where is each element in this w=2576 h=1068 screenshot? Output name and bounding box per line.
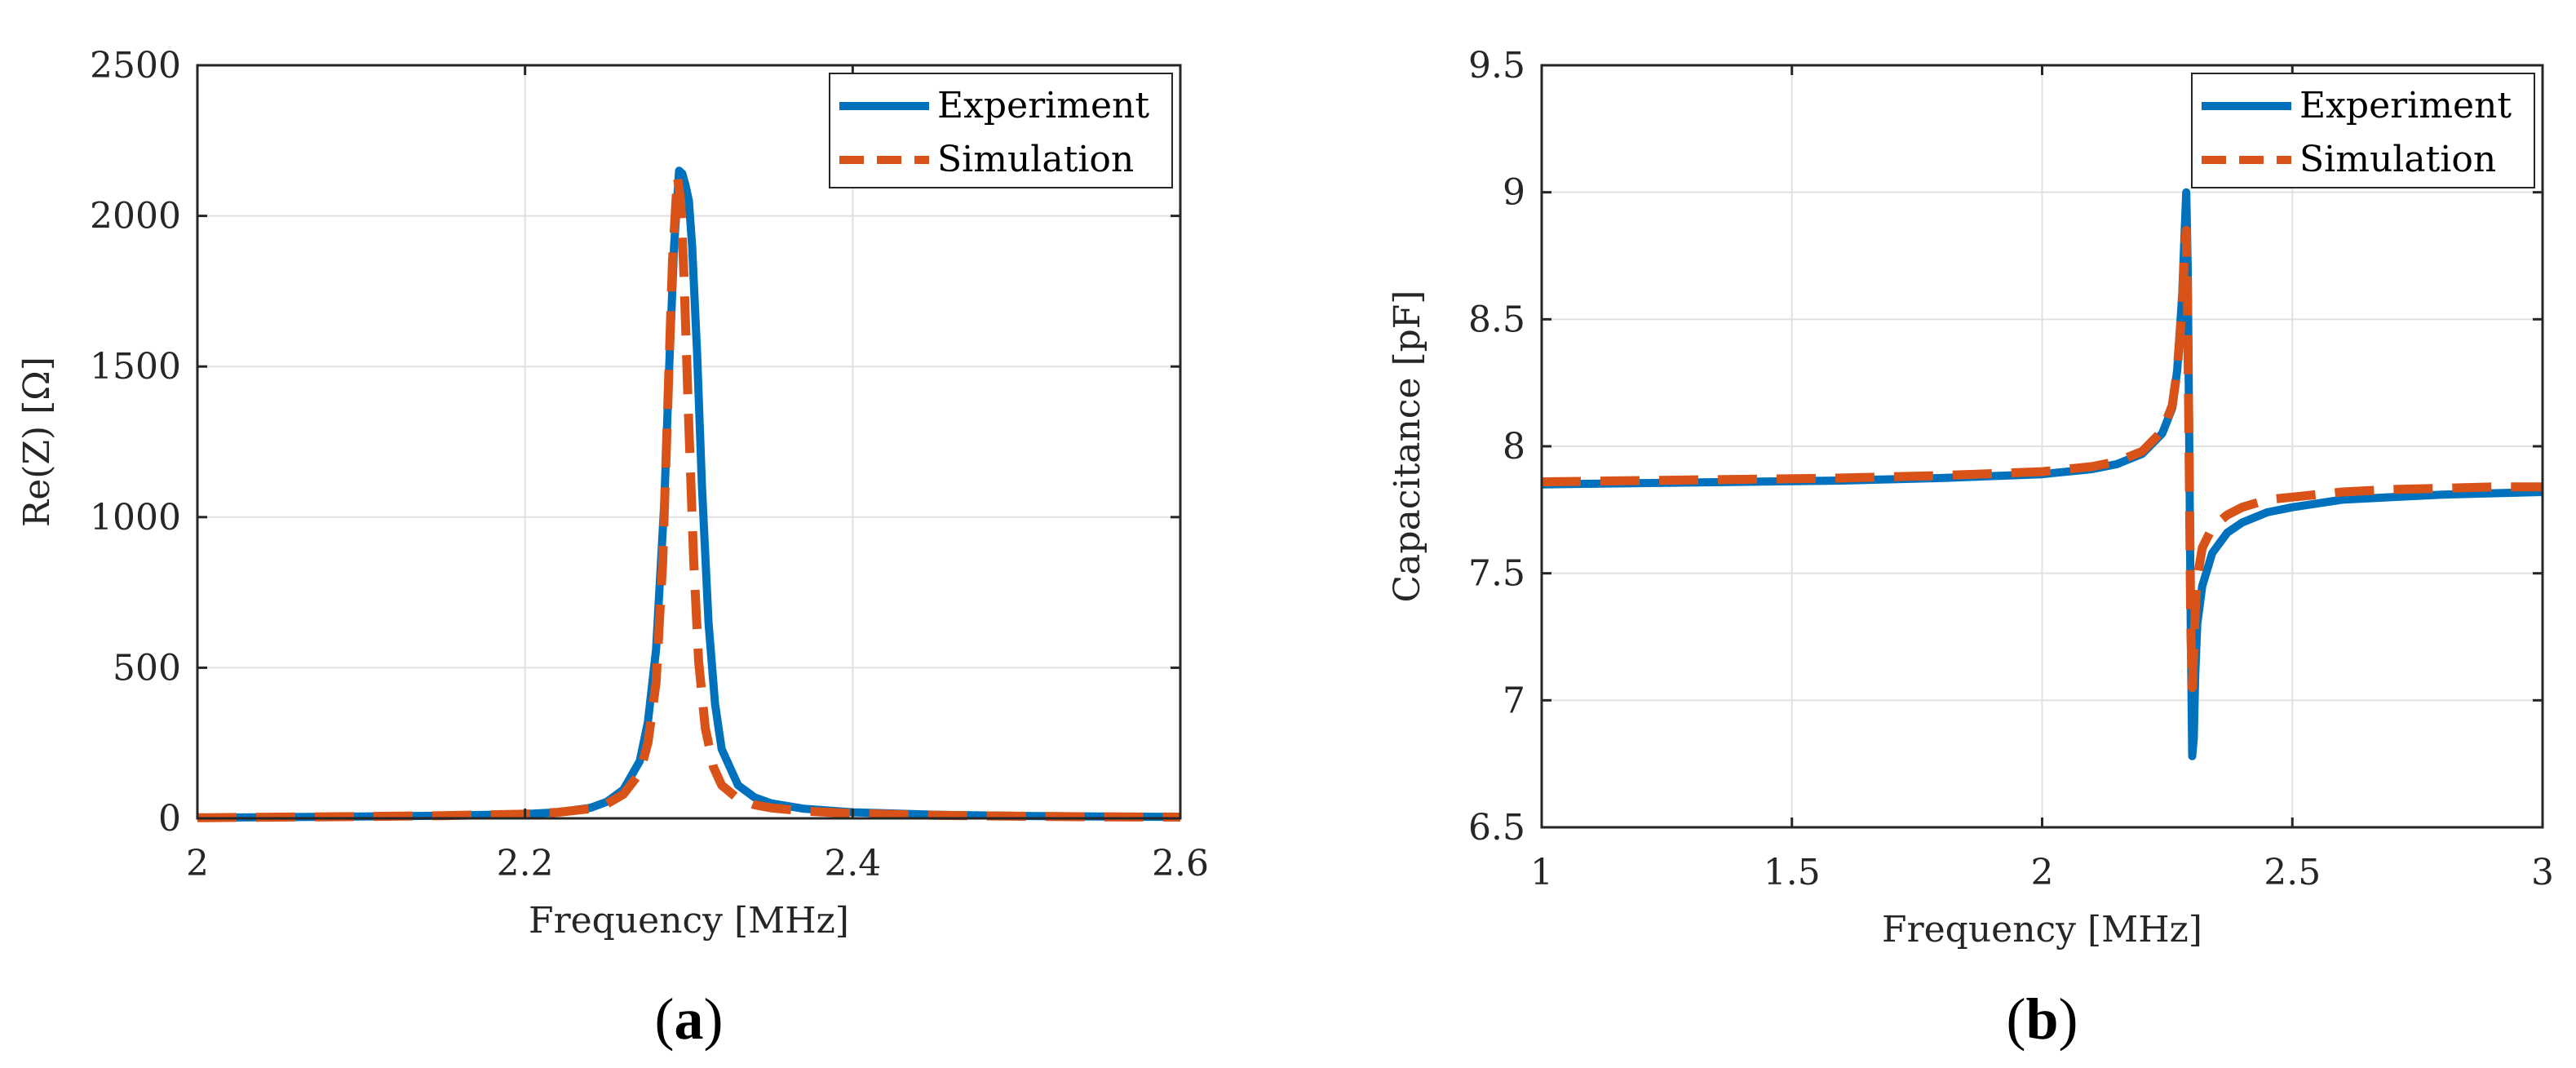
chart-b-x-ticks: 1 1.5 2 2.5 3 [1530, 65, 2554, 893]
chart-b-y-tick-label: 7 [1503, 680, 1525, 721]
chart-a-x-tick-label: 2.2 [497, 843, 554, 884]
chart-b-y-tick-label: 9.5 [1468, 45, 1525, 86]
chart-a-x-tick-label: 2.6 [1152, 843, 1209, 884]
chart-a-y-tick-label: 2000 [90, 196, 181, 237]
chart-a-x-ticks: 2 2.2 2.4 2.6 [186, 65, 1209, 884]
chart-a-x-axis-label: Frequency [MHz] [529, 900, 849, 942]
chart-b-x-tick-label: 2.5 [2264, 852, 2321, 893]
chart-b-x-tick-label: 3 [2531, 852, 2554, 893]
chart-b-legend-box [2191, 73, 2535, 188]
chart-b-y-tick-label: 6.5 [1468, 807, 1525, 849]
chart-a-y-tick-label: 1000 [90, 497, 181, 538]
chart-a: 2 2.2 2.4 2.6 0 500 1000 1500 2000 2500 Frequenc… [16, 45, 1209, 1052]
chart-b-x-tick-label: 1 [1530, 852, 1553, 893]
chart-a-y-tick-label: 2500 [90, 45, 181, 86]
chart-b-y-axis-label: Capacitance [pF] [1387, 290, 1428, 603]
chart-a-y-ticks: 0 500 1000 1500 2000 2500 [90, 45, 1180, 840]
chart-b-x-axis-label: Frequency [MHz] [1882, 909, 2202, 951]
chart-a-series [197, 166, 1181, 822]
chart-a-panel-label: (a) [655, 986, 724, 1052]
chart-a-y-tick-label: 1500 [90, 346, 181, 388]
chart-b-legend: Experiment Simulation [2191, 73, 2535, 188]
chart-a-series-simulation-line [197, 172, 1181, 822]
chart-b-x-tick-label: 2 [2031, 852, 2054, 893]
chart-a-x-tick-label: 2.4 [824, 843, 881, 884]
chart-b-legend-label-simulation: Simulation [2299, 139, 2496, 180]
chart-b-legend-label-experiment: Experiment [2299, 85, 2512, 126]
chart-a-y-tick-label: 500 [113, 647, 181, 689]
chart-b-y-ticks: 6.5 7 7.5 8 8.5 9 9.5 [1468, 45, 2543, 849]
chart-b-x-tick-label: 1.5 [1764, 852, 1821, 893]
chart-a-legend-box [829, 73, 1173, 188]
chart-b: 1 1.5 2 2.5 3 6.5 7 7.5 8 8.5 9 9.5 Frequency [MHz… [1387, 45, 2554, 1052]
chart-a-legend-label-simulation: Simulation [937, 139, 1134, 180]
chart-b-series [1541, 188, 2543, 760]
chart-b-y-tick-label: 8.5 [1468, 299, 1525, 340]
chart-b-panel-label: (b) [2006, 986, 2078, 1052]
chart-a-legend: Experiment Simulation [829, 73, 1173, 188]
chart-b-y-tick-label: 8 [1503, 426, 1525, 468]
chart-b-y-tick-label: 7.5 [1468, 553, 1525, 595]
chart-a-axes-frame [196, 64, 1182, 820]
chart-b-series-experiment-line [1541, 188, 2543, 760]
chart-b-series-simulation-line [1541, 225, 2543, 693]
chart-a-y-axis-label: Re(Z) [Ω] [16, 357, 58, 527]
chart-a-x-tick-label: 2 [186, 843, 209, 884]
chart-b-y-tick-label: 9 [1503, 172, 1525, 214]
chart-a-legend-label-experiment: Experiment [937, 85, 1149, 126]
chart-a-y-tick-label: 0 [158, 798, 181, 840]
